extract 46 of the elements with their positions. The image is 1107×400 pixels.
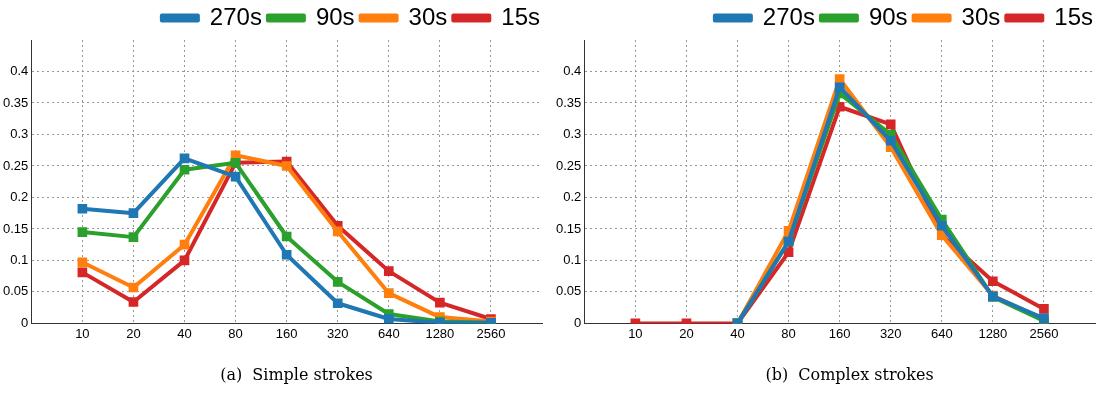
x-tick-label: 10: [628, 325, 643, 341]
x-tick-label: 1280: [978, 325, 1008, 341]
y-tick-label: 0.35: [555, 94, 582, 110]
x-tick-label: 1280: [425, 325, 455, 341]
y-tick-label: 0.3: [10, 126, 29, 142]
x-tick-label: 20: [679, 325, 694, 341]
y-tick-label: 0.4: [10, 63, 29, 79]
y-tick-label: 0.35: [2, 94, 29, 110]
y-tick-label: 0.05: [2, 283, 29, 299]
legend-label: 15s: [1054, 2, 1094, 30]
y-tick-label: 0.1: [10, 252, 29, 267]
x-tick-label: 2560: [1029, 325, 1059, 341]
y-tick-label: 0.2: [563, 189, 582, 205]
x-tick-label: 40: [730, 325, 745, 341]
legend-label: 270s: [209, 2, 262, 30]
text: (a) Simple strokes: [219, 365, 374, 384]
legend-label: 90s: [868, 2, 908, 30]
x-tick-label: 640: [930, 325, 953, 341]
x-tick-label: 320: [326, 325, 349, 341]
y-tick-label: 0.25: [555, 157, 582, 173]
legend-label: 30s: [961, 2, 1001, 30]
text: (b) Complex strokes: [764, 365, 935, 384]
x-tick-label: 80: [228, 325, 243, 341]
y-tick-label: 0.25: [2, 157, 29, 173]
y-tick-label: 0.15: [555, 220, 582, 236]
y-tick-label: 0.3: [563, 126, 582, 142]
x-tick-label: 160: [828, 325, 851, 341]
x-tick-label: 20: [126, 325, 141, 341]
x-tick-label: 80: [781, 325, 796, 341]
y-tick-label: 0.4: [563, 63, 582, 79]
legend-label: 15s: [501, 2, 541, 30]
y-tick-label: 0: [21, 314, 29, 330]
legend-label: 270s: [762, 2, 815, 30]
x-tick-label: 160: [275, 325, 298, 341]
y-tick-label: 0.1: [563, 252, 582, 267]
x-tick-label: 10: [75, 325, 90, 341]
x-tick-label: 320: [879, 325, 902, 341]
y-tick-label: 0.15: [2, 220, 29, 236]
legend-label: 90s: [315, 2, 355, 30]
y-tick-label: 0: [574, 314, 582, 330]
y-tick-label: 0.05: [555, 283, 582, 299]
y-tick-label: 0.2: [10, 189, 29, 205]
x-tick-label: 640: [377, 325, 400, 341]
legend-label: 30s: [408, 2, 448, 30]
x-tick-label: 2560: [476, 325, 506, 341]
x-tick-label: 40: [177, 325, 192, 341]
